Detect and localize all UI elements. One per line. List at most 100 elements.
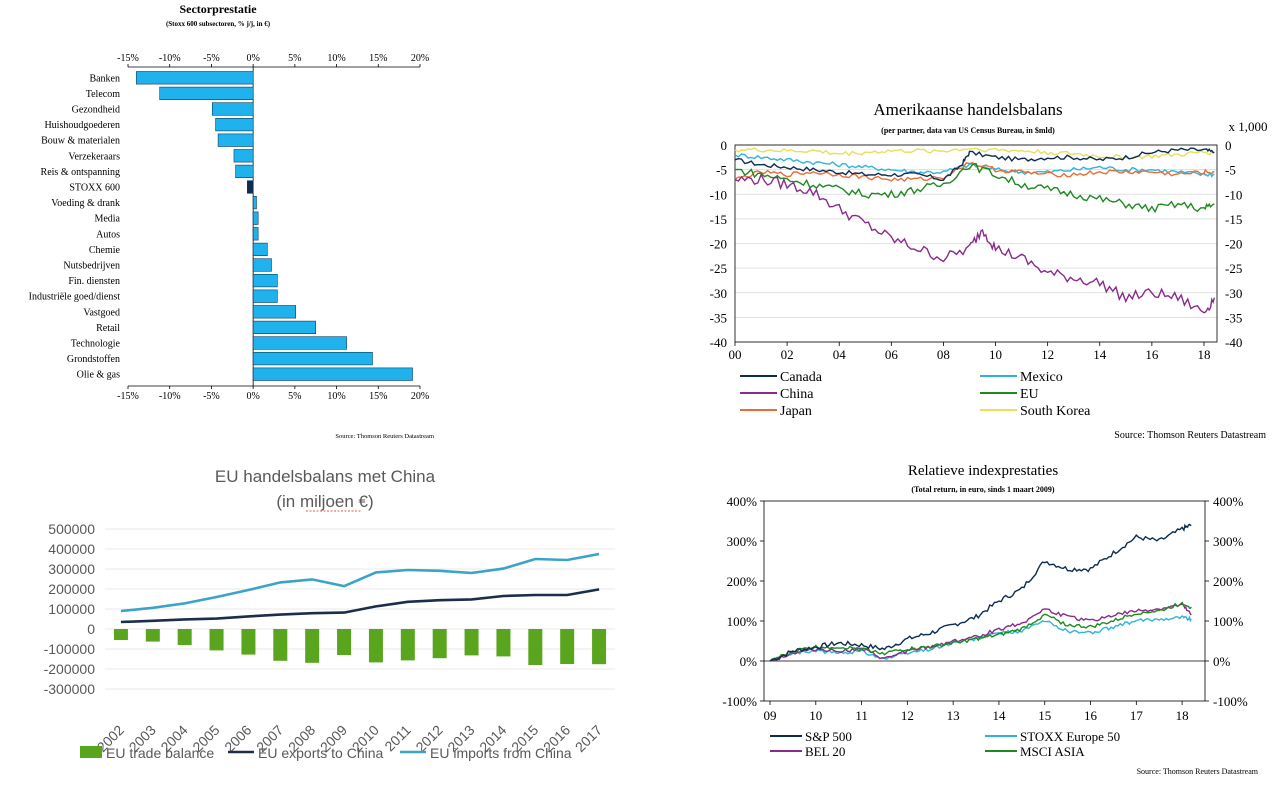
legend-label: BEL 20 xyxy=(805,744,845,759)
series-line-china xyxy=(734,172,1216,314)
series-line-canada xyxy=(734,147,1215,182)
x-tick-label: 16 xyxy=(1084,708,1098,723)
y-tick-label: 200000 xyxy=(48,581,95,597)
legend-label: EU trade balance xyxy=(106,745,214,761)
category-label: Grondstoffen xyxy=(67,354,120,365)
sector-chart-panel: Sectorprestatie (Stoxx 600 subsectoren, %… xyxy=(0,0,460,445)
category-label: Gezondheid xyxy=(72,105,120,116)
category-label: Banken xyxy=(89,73,120,84)
chart-title: Relatieve indexprestaties xyxy=(908,463,1059,479)
bar xyxy=(252,289,278,303)
bar xyxy=(273,629,288,661)
x-tick-label-top: -15% xyxy=(117,53,139,64)
y-tick-label-right: 0% xyxy=(1213,654,1231,669)
x-tick-label-top: -10% xyxy=(159,53,181,64)
bar xyxy=(136,71,254,85)
y-tick-label-right: -100% xyxy=(1213,694,1248,709)
legend-label: EU exports to China xyxy=(258,745,383,761)
category-label: Vastgoed xyxy=(83,307,120,318)
category-label: Verzekeraars xyxy=(68,151,120,162)
series-line xyxy=(120,552,600,613)
bar xyxy=(252,211,259,225)
chart-title: EU handelsbalans met China xyxy=(215,467,436,486)
x-tick-label-top: 5% xyxy=(288,53,301,64)
x-tick-label-bottom: 5% xyxy=(288,391,301,402)
y-tick-label-right: 0 xyxy=(1225,138,1232,153)
x-tick-label: 11 xyxy=(855,708,868,723)
source-note: Source: Thomson Reuters Datastream xyxy=(335,433,434,440)
chart-subtitle: (per partner, data van US Census Bureau,… xyxy=(881,126,1055,135)
x-tick-label-bottom: -5% xyxy=(203,391,220,402)
legend-label: STOXX Europe 50 xyxy=(1020,729,1120,744)
bar xyxy=(252,305,296,319)
y-tick-label-right: 100% xyxy=(1213,614,1244,629)
bar xyxy=(215,118,254,132)
bar xyxy=(592,629,607,665)
y-tick-label-left: -10 xyxy=(710,187,727,202)
bar xyxy=(252,367,413,381)
chart-subtitle: (Stoxx 600 subsectoren, % j/j, in €) xyxy=(166,20,271,28)
legend-label: MSCI ASIA xyxy=(1020,744,1085,759)
x-tick-label: 18 xyxy=(1176,708,1189,723)
chart-title: Sectorprestatie xyxy=(179,2,257,16)
y-tick-label-right: 400% xyxy=(1213,494,1244,509)
bar xyxy=(252,242,268,257)
bar xyxy=(528,629,543,665)
us-trade-balance-panel: Amerikaanse handelsbalans (per partner, d… xyxy=(690,90,1280,445)
y-tick-label-left: -35 xyxy=(710,310,727,325)
category-label: Olie & gas xyxy=(77,370,120,381)
bar xyxy=(252,320,317,335)
y-tick-label-right: -30 xyxy=(1225,286,1242,301)
bar xyxy=(177,629,192,645)
source-note: Source: Thomson Reuters Datastream xyxy=(1137,767,1259,776)
y-tick-label-left: -40 xyxy=(710,335,727,350)
category-label: Nutsbedrijven xyxy=(63,261,120,272)
y-tick-label-left: 0% xyxy=(740,654,758,669)
bar xyxy=(305,629,320,663)
legend-label: Japan xyxy=(780,404,812,419)
category-label: Technologie xyxy=(71,339,121,350)
x-tick-label-top: -5% xyxy=(203,53,220,64)
eu-china-trade-chart: EU handelsbalans met China (in miljoen €)… xyxy=(44,467,615,761)
chart-subtitle: (in miljoen €) xyxy=(276,492,373,511)
category-label: Chemie xyxy=(89,245,121,256)
sector-chart: Sectorprestatie (Stoxx 600 subsectoren, %… xyxy=(29,2,434,440)
legend-label: EU imports from China xyxy=(430,745,572,761)
bar xyxy=(145,629,160,642)
x-tick-label: 14 xyxy=(1093,347,1107,362)
legend-label: South Korea xyxy=(1020,404,1091,419)
x-tick-label-bottom: 20% xyxy=(411,391,429,402)
y-tick-label: -300000 xyxy=(44,681,96,697)
x-tick-label-top: 10% xyxy=(327,53,345,64)
y-tick-label-right: 300% xyxy=(1213,534,1244,549)
y-tick-label: 100000 xyxy=(48,601,95,617)
y-tick-label-left: 400% xyxy=(727,494,758,509)
bar xyxy=(211,102,254,116)
x-tick-label: 18 xyxy=(1197,347,1210,362)
y-tick-label-left: -100% xyxy=(722,694,757,709)
y-tick-label: 400000 xyxy=(48,541,95,557)
category-label: Industriële goed/dienst xyxy=(29,292,121,303)
y-tick-label-right: -10 xyxy=(1225,187,1242,202)
x-tick-label: 2011 xyxy=(381,722,414,755)
x-tick-label: 14 xyxy=(992,708,1006,723)
series-line xyxy=(120,588,600,624)
category-label: Media xyxy=(94,214,120,225)
series-line xyxy=(769,603,1192,662)
index-performance-chart: Relatieve indexprestaties (Total return, … xyxy=(722,463,1259,776)
x-tick-label: 06 xyxy=(885,347,899,362)
y-tick-label-left: -15 xyxy=(710,212,727,227)
bar xyxy=(252,351,373,366)
bar xyxy=(252,227,259,241)
bar xyxy=(496,629,511,657)
chart-subtitle: (Total return, in euro, sinds 1 maart 20… xyxy=(911,485,1055,494)
x-tick-label: 2006 xyxy=(221,722,254,755)
plot-frame xyxy=(763,500,1206,702)
y-tick-label-right: -5 xyxy=(1225,163,1236,178)
category-label: Autos xyxy=(96,229,120,240)
bar xyxy=(432,629,447,659)
x-tick-label: 02 xyxy=(781,347,794,362)
chart-title: Amerikaanse handelsbalans xyxy=(873,100,1062,119)
series-line xyxy=(769,615,1192,662)
legend-label: EU xyxy=(1020,387,1039,402)
